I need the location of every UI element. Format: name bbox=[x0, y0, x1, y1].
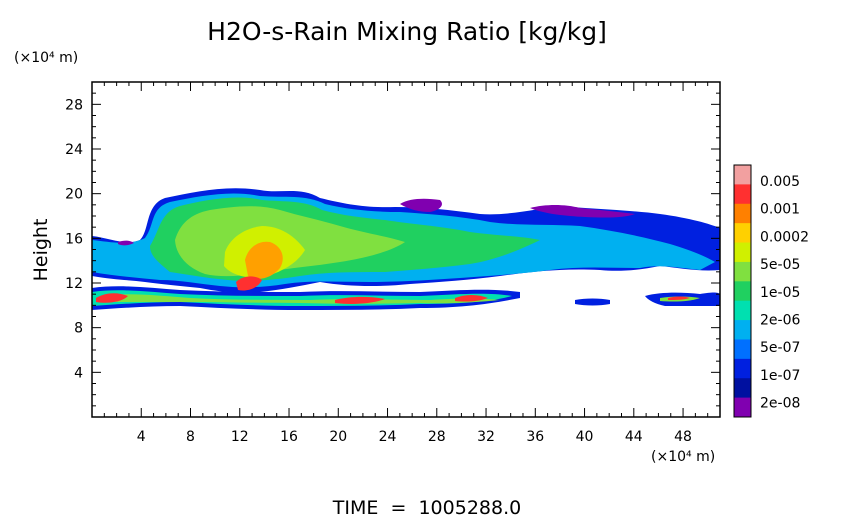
data-field bbox=[92, 188, 720, 310]
y-tick-label: 16 bbox=[65, 231, 83, 247]
x-axis: 4 8 12 16 20 24 28 32 36 40 44 48 bbox=[103, 82, 709, 445]
colorbar-swatch bbox=[734, 261, 751, 282]
colorbar-swatch bbox=[734, 397, 751, 418]
lower-layer-green bbox=[100, 294, 500, 304]
colorbar-frame bbox=[733, 164, 752, 418]
time-footer: TIME = 1005288.0 bbox=[332, 497, 521, 519]
purple-fringe bbox=[530, 205, 635, 218]
upper-layer-red bbox=[236, 276, 262, 291]
colorbar-label: 2e-06 bbox=[760, 313, 800, 329]
y-axis-title: Height bbox=[30, 219, 52, 282]
colorbar-swatch bbox=[734, 378, 751, 399]
x-tick-label: 8 bbox=[186, 429, 195, 445]
colorbar: 0.005 0.001 0.0002 5e-05 1e-05 2e-06 5e-07 1e-0… bbox=[733, 164, 809, 418]
x-tick-label: 32 bbox=[477, 429, 495, 445]
x-tick-label: 24 bbox=[379, 429, 397, 445]
colorbar-label: 5e-07 bbox=[760, 340, 800, 356]
x-unit-label: (×10⁴ m) bbox=[651, 449, 715, 465]
colorbar-swatch bbox=[734, 184, 751, 205]
x-tick-label: 44 bbox=[625, 429, 643, 445]
x-tick-label: 20 bbox=[329, 429, 347, 445]
y-tick-label: 24 bbox=[65, 142, 83, 158]
right-fragment bbox=[668, 296, 690, 300]
colorbar-label: 0.0002 bbox=[760, 229, 809, 245]
y-axis: 4 8 12 16 20 24 28 bbox=[65, 92, 720, 407]
purple-fringe bbox=[400, 198, 442, 212]
colorbar-label: 1e-07 bbox=[760, 368, 800, 384]
purple-fringe bbox=[118, 240, 134, 246]
colorbar-label: 2e-08 bbox=[760, 396, 800, 412]
chart-title: H2O-s-Rain Mixing Ratio [kg/kg] bbox=[207, 17, 607, 46]
y-tick-label: 8 bbox=[74, 321, 83, 337]
colorbar-label: 5e-05 bbox=[760, 257, 800, 273]
y-tick-label: 4 bbox=[74, 365, 83, 381]
x-tick-label: 48 bbox=[674, 429, 692, 445]
y-tick-label: 12 bbox=[65, 276, 83, 292]
colorbar-swatch bbox=[734, 339, 751, 360]
colorbar-swatch bbox=[734, 203, 751, 224]
x-tick-label: 40 bbox=[576, 429, 594, 445]
y-tick-label: 20 bbox=[65, 187, 83, 203]
colorbar-swatch bbox=[734, 242, 751, 263]
colorbar-swatch bbox=[734, 358, 751, 379]
colorbar-label: 1e-05 bbox=[760, 285, 800, 301]
x-tick-label: 28 bbox=[428, 429, 446, 445]
colorbar-swatch bbox=[734, 223, 751, 244]
x-tick-label: 36 bbox=[526, 429, 544, 445]
x-tick-label: 16 bbox=[280, 429, 298, 445]
right-fragment bbox=[575, 298, 610, 306]
colorbar-swatch bbox=[734, 320, 751, 340]
colorbar-label: 0.005 bbox=[760, 174, 800, 190]
lower-layer-red-center bbox=[335, 296, 385, 304]
colorbar-label: 0.001 bbox=[760, 202, 800, 218]
lower-layer-red-right bbox=[455, 295, 488, 302]
colorbar-swatch bbox=[734, 300, 751, 321]
colorbar-swatch bbox=[734, 281, 751, 302]
lower-layer-red-left bbox=[96, 293, 128, 303]
x-tick-label: 12 bbox=[231, 429, 249, 445]
upper-layer-orange bbox=[245, 241, 283, 279]
x-tick-label: 4 bbox=[137, 429, 146, 445]
y-tick-label: 28 bbox=[65, 97, 83, 113]
y-unit-label: (×10⁴ m) bbox=[14, 50, 78, 66]
colorbar-swatch bbox=[734, 165, 751, 185]
